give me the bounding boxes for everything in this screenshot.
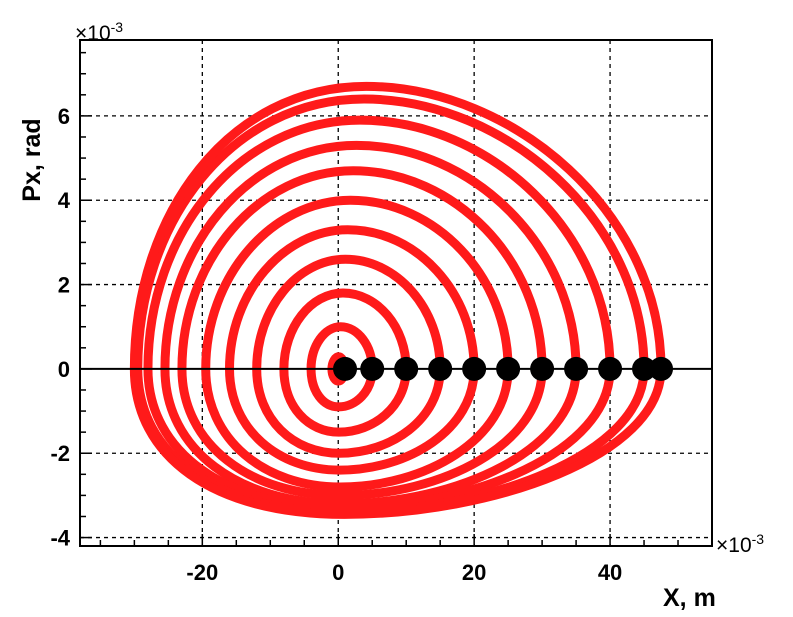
y-tick-label: 0 <box>58 357 70 382</box>
start-point <box>649 356 674 381</box>
orbits <box>129 81 666 519</box>
y-tick-label: -4 <box>50 526 70 551</box>
x-tick-label: -20 <box>186 560 218 585</box>
y-axis-title: Px, rad <box>18 118 46 201</box>
y-exponent-label: ×10-3 <box>75 19 123 45</box>
x-axis-title: X, m <box>663 584 716 612</box>
y-tick-label: -2 <box>50 441 70 466</box>
x-tick-label: 40 <box>598 560 622 585</box>
start-point <box>632 356 657 381</box>
x-tick-label: 20 <box>462 560 486 585</box>
start-point <box>564 356 589 381</box>
orbit-curve <box>160 140 581 509</box>
start-point <box>428 356 453 381</box>
y-tick-label: 6 <box>58 104 70 129</box>
orbit-curve <box>129 81 666 519</box>
x-exponent-label: ×10-3 <box>716 531 764 557</box>
start-point <box>360 356 385 381</box>
orbit-curve <box>143 115 615 513</box>
x-tick-label: 0 <box>332 560 344 585</box>
start-points <box>333 356 674 381</box>
start-point <box>333 356 358 381</box>
plot-frame <box>79 39 713 547</box>
y-tick-label: 2 <box>58 273 70 298</box>
start-point <box>530 356 555 381</box>
axis-ticks <box>80 51 713 546</box>
start-point <box>496 356 521 381</box>
y-tick-label: 4 <box>58 188 71 213</box>
orbit-curve <box>201 195 513 492</box>
orbit-curve <box>177 166 547 500</box>
start-point <box>394 356 419 381</box>
start-point <box>598 356 623 381</box>
start-point <box>462 356 487 381</box>
